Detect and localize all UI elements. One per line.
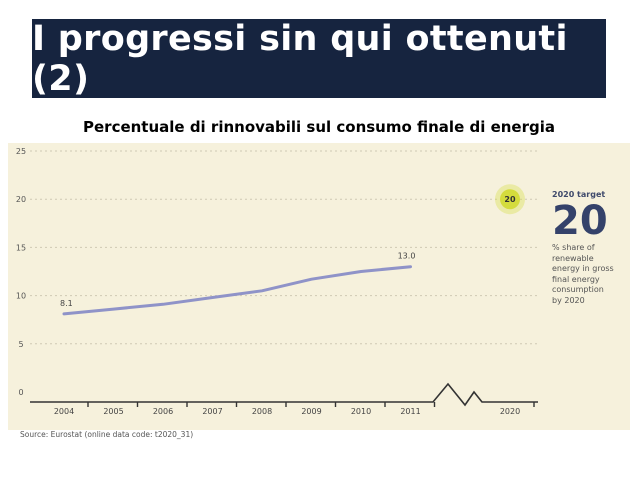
chart-background — [8, 143, 630, 430]
x-tick-label: 2010 — [351, 407, 371, 416]
target-value: 20 — [552, 198, 608, 244]
target-desc-line: renewable — [552, 253, 594, 263]
x-tick-label: 2008 — [252, 407, 272, 416]
x-tick-label: 2005 — [103, 407, 123, 416]
target-panel: 2020 target 20 % share of renewable ener… — [552, 190, 628, 306]
y-tick-label: 20 — [16, 195, 26, 204]
target-desc-line: % share of — [552, 243, 595, 252]
target-description: % share of renewable energy in gross fin… — [552, 243, 628, 306]
y-tick-label: 0 — [18, 388, 23, 397]
y-tick-label: 10 — [16, 292, 26, 301]
slide-title: I progressi sin qui ottenuti (2) — [32, 18, 568, 99]
data-label: 13.0 — [398, 252, 416, 261]
x-tick-label: 2020 — [500, 407, 520, 416]
target-badge — [500, 189, 520, 210]
y-tick-label: 25 — [16, 147, 26, 156]
line-chart: 0 5 10 15 20 25 2004 2005 2006 2007 2008 2009 2010 20… — [8, 143, 630, 430]
target-desc-line: consumption — [552, 285, 604, 294]
x-tick-label: 2009 — [301, 407, 321, 416]
target-desc-line: by 2020 — [552, 295, 585, 305]
chart-panel: 0 5 10 15 20 25 2004 2005 2006 2007 2008 2009 2010 20… — [8, 143, 630, 445]
target-desc-line: final energy — [552, 274, 600, 284]
x-tick-label: 2011 — [400, 407, 420, 416]
series-line — [62, 265, 412, 316]
x-tick-label: 2007 — [202, 407, 222, 416]
title-bar: I progressi sin qui ottenuti (2) — [32, 18, 606, 99]
x-tick-label: 2004 — [54, 407, 74, 416]
y-tick-label: 5 — [18, 340, 23, 349]
source-note: Source: Eurostat (online data code: t202… — [20, 430, 194, 439]
target-badge-label: 20 — [504, 195, 516, 204]
data-label: 8.1 — [60, 299, 73, 308]
y-tick-label: 15 — [16, 243, 26, 252]
x-axis — [30, 382, 538, 407]
x-tick-label: 2006 — [153, 407, 173, 416]
target-label: 2020 target — [552, 190, 606, 199]
target-desc-line: energy in gross — [552, 264, 614, 273]
chart-subtitle: Percentuale di rinnovabili sul consumo f… — [83, 118, 555, 136]
